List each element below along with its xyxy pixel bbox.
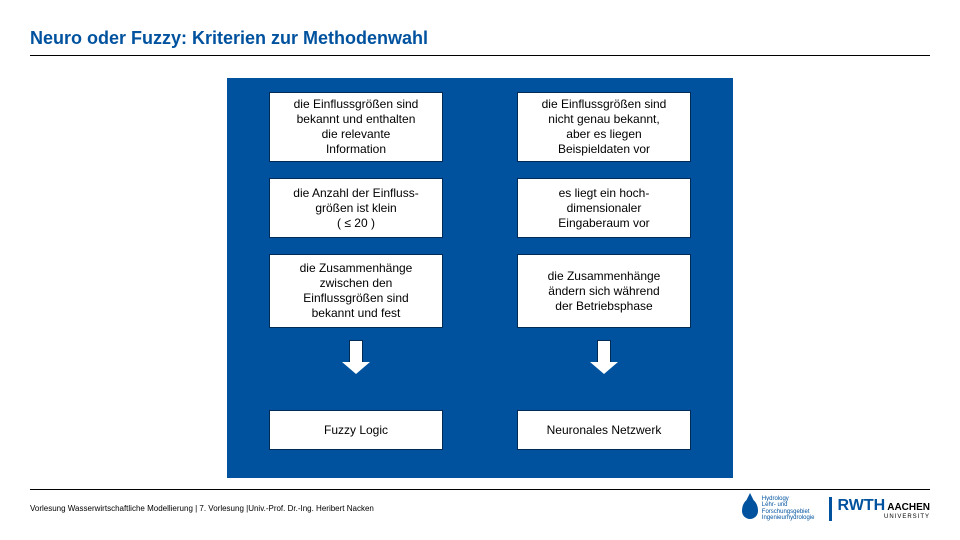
page-title: Neuro oder Fuzzy: Kriterien zur Methoden… xyxy=(30,28,930,56)
right-criterion-2: es liegt ein hoch-dimensionalerEingabera… xyxy=(517,178,691,238)
hydrology-logo: HydrologyLehr- undForschungsgebietIngeni… xyxy=(742,496,815,522)
footer-logos: HydrologyLehr- undForschungsgebietIngeni… xyxy=(742,496,930,522)
left-result: Fuzzy Logic xyxy=(269,410,443,450)
drop-icon xyxy=(742,499,758,519)
left-arrow-icon xyxy=(342,340,370,374)
right-arrow-icon xyxy=(590,340,618,374)
left-criterion-1: die Einflussgrößen sindbekannt und entha… xyxy=(269,92,443,162)
footer: Vorlesung Wasserwirtschaftliche Modellie… xyxy=(30,489,930,522)
rwth-aachen: AACHEN xyxy=(887,502,930,513)
left-criterion-2: die Anzahl der Einfluss-größen ist klein… xyxy=(269,178,443,238)
hydrology-logo-text: HydrologyLehr- undForschungsgebietIngeni… xyxy=(762,496,815,522)
left-criterion-3: die Zusammenhängezwischen denEinflussgrö… xyxy=(269,254,443,328)
footer-text: Vorlesung Wasserwirtschaftliche Modellie… xyxy=(30,504,374,513)
right-criterion-1: die Einflussgrößen sindnicht genau bekan… xyxy=(517,92,691,162)
rwth-university: UNIVERSITY xyxy=(884,514,930,520)
criteria-panel: die Einflussgrößen sindbekannt und entha… xyxy=(227,78,733,478)
slide: Neuro oder Fuzzy: Kriterien zur Methoden… xyxy=(0,0,960,540)
rwth-main: RWTH xyxy=(838,497,886,515)
rwth-logo: RWTHAACHEN UNIVERSITY xyxy=(829,497,930,521)
right-criterion-3: die Zusammenhängeändern sich währendder … xyxy=(517,254,691,328)
right-result: Neuronales Netzwerk xyxy=(517,410,691,450)
title-wrap: Neuro oder Fuzzy: Kriterien zur Methoden… xyxy=(30,28,930,56)
